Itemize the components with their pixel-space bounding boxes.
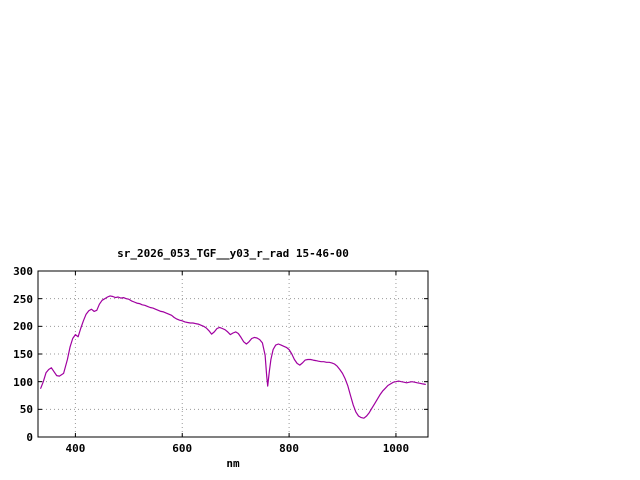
y-tick-label: 50 xyxy=(19,403,33,417)
x-tick-label: 1000 xyxy=(382,442,410,455)
plot-border xyxy=(37,270,429,438)
y-tick-label: 250 xyxy=(13,292,33,306)
y-tick-label: 100 xyxy=(13,375,33,389)
spectrum-curve xyxy=(40,295,426,419)
y-tick-label: 150 xyxy=(13,348,33,361)
x-tick-label: 600 xyxy=(172,442,193,455)
chart-title: sr_2026_053_TGF__y03_r_rad 15-46-00 xyxy=(117,247,349,260)
x-tick-label: 400 xyxy=(65,442,86,455)
x-axis-label: nm xyxy=(226,457,240,470)
y-tick-label: 300 xyxy=(13,265,33,278)
x-tick-label: 800 xyxy=(279,442,300,455)
y-tick-label: 200 xyxy=(13,320,33,334)
y-tick-label: 0 xyxy=(26,431,33,444)
